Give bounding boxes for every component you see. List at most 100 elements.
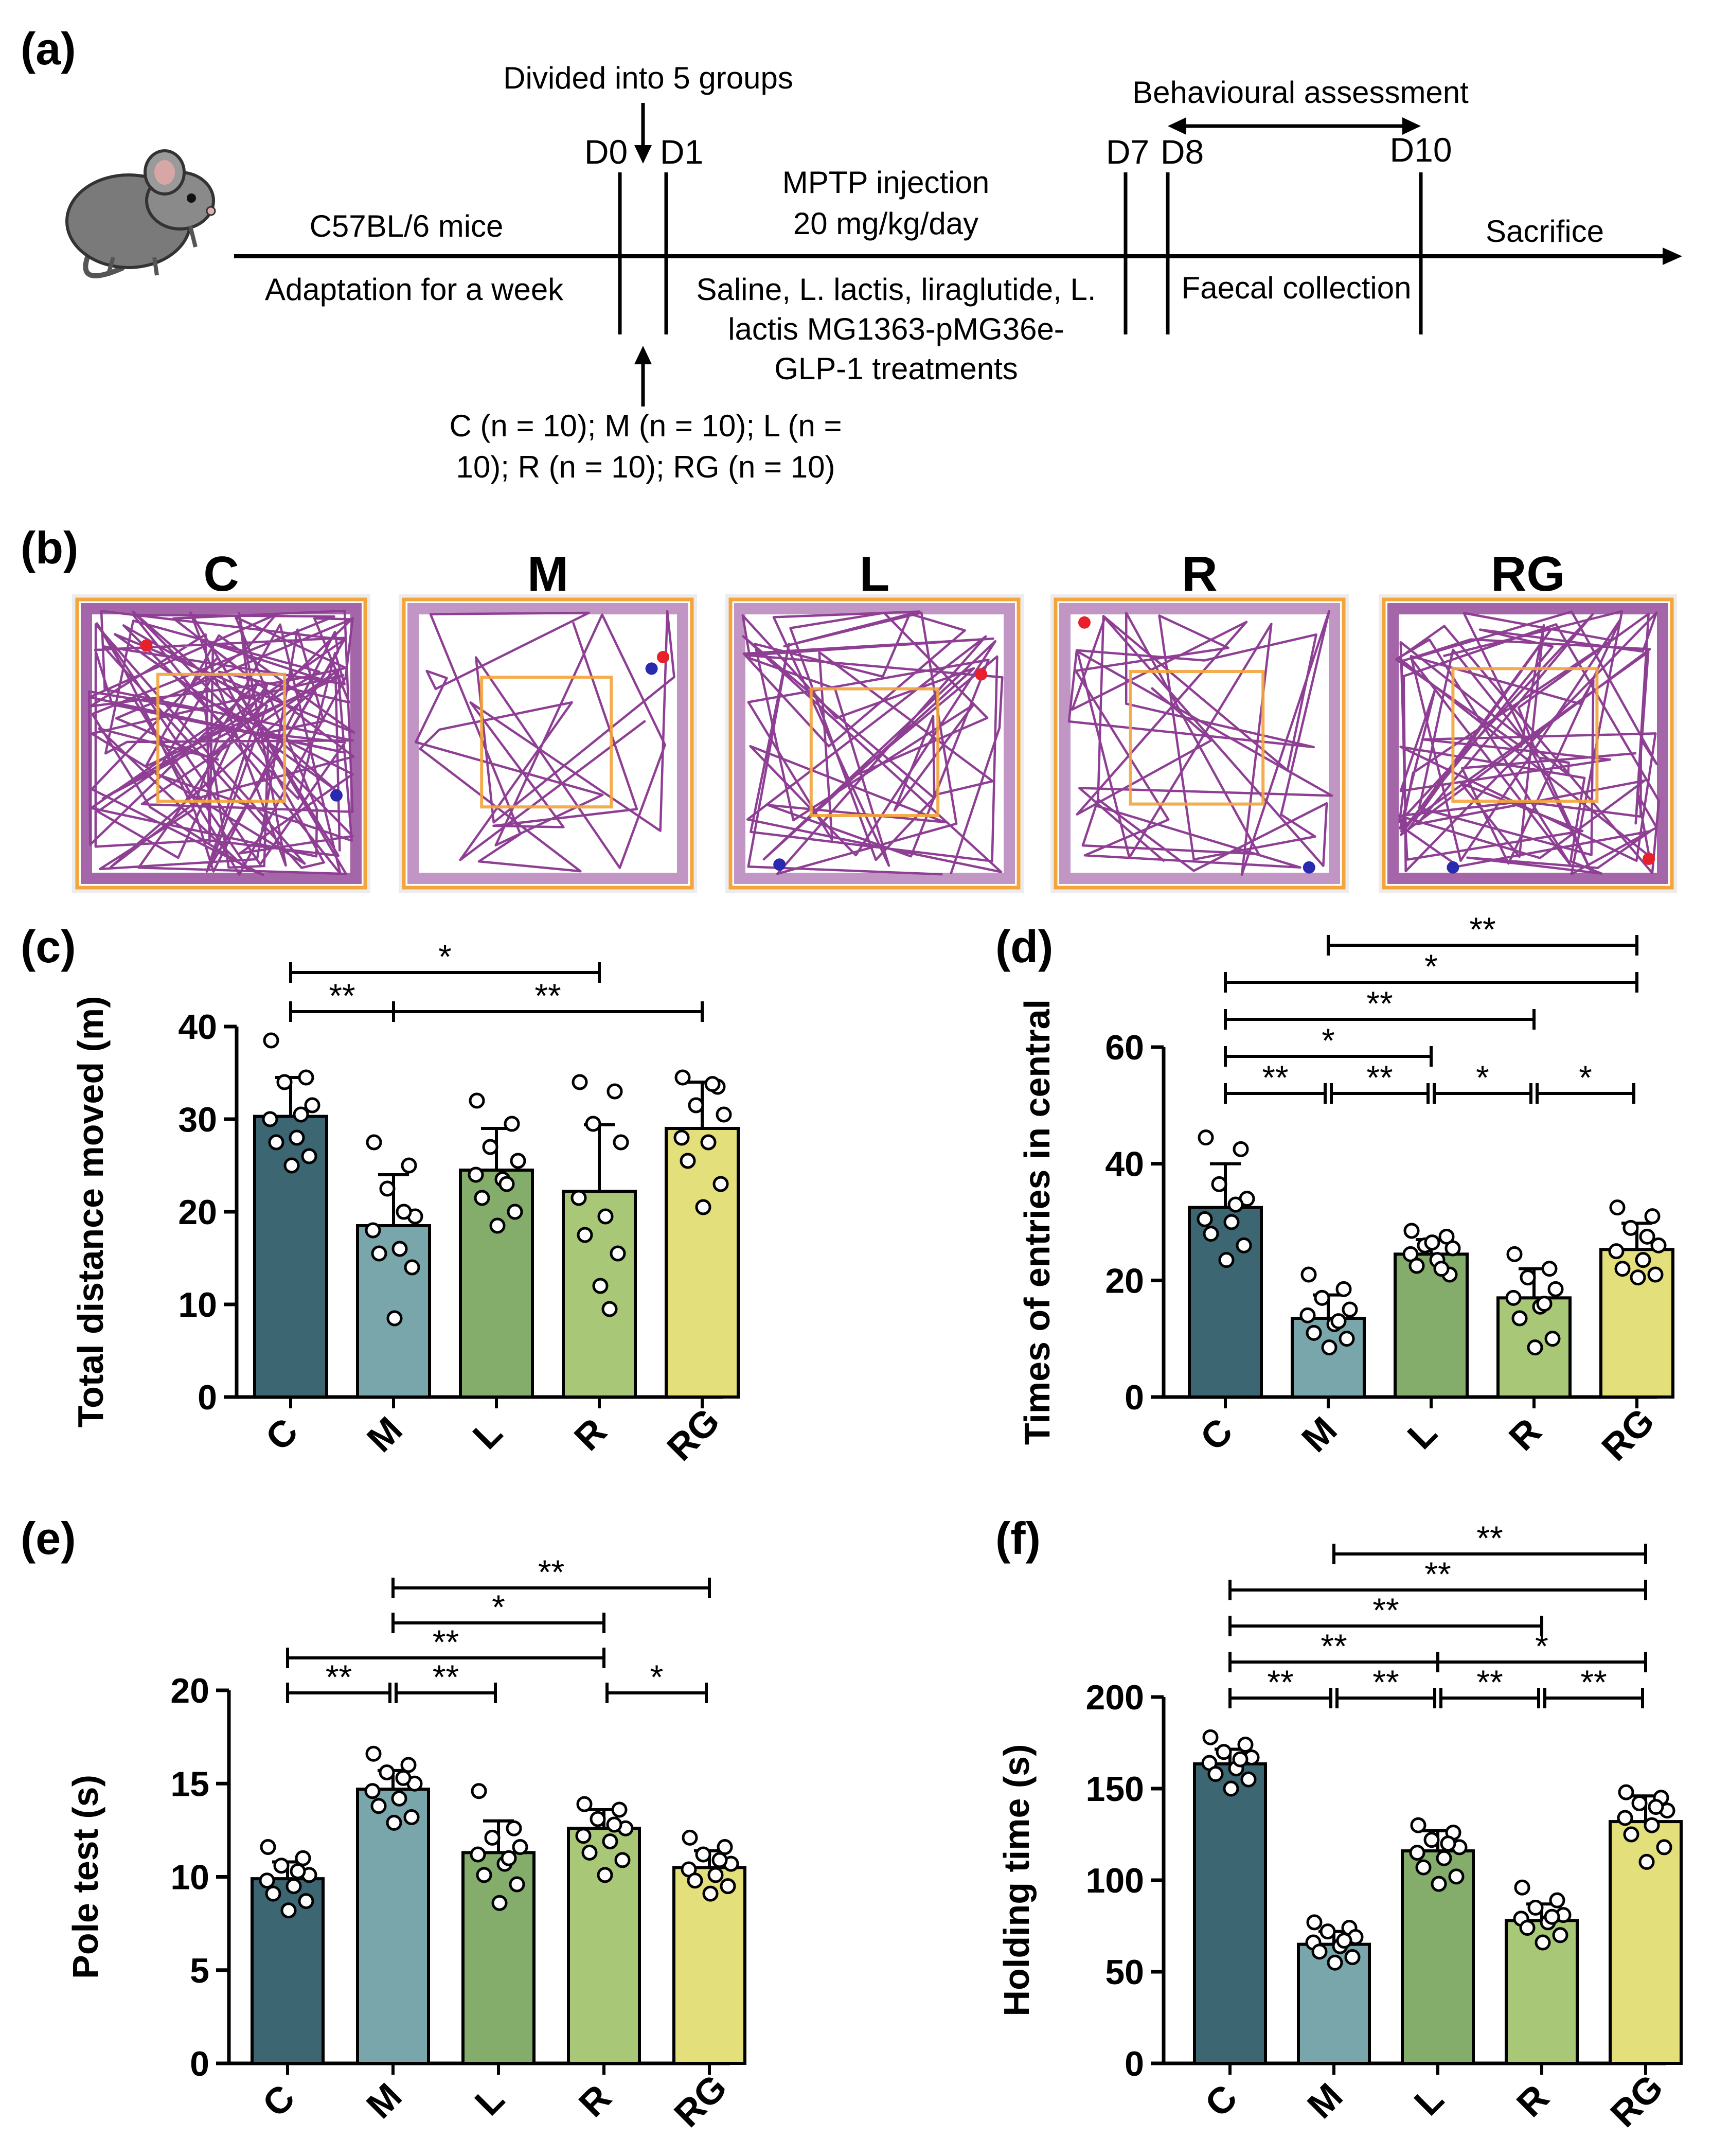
data-point-e-r (581, 1844, 598, 1861)
y-tick-label-c: 40 (178, 1008, 217, 1047)
data-point-e-rg (707, 1867, 724, 1883)
treat-line-1: Saline, L. lactis, liraglutide, L. (696, 272, 1096, 307)
center-zone-r (1129, 670, 1265, 806)
data-point-c-rg (712, 1176, 729, 1192)
data-point-c-rg (674, 1069, 691, 1086)
y-tick-label-e: 15 (170, 1764, 209, 1804)
y-label-d: Times of entries in central (1017, 999, 1057, 1445)
x-label-d-l: L (1400, 1412, 1445, 1457)
end-dot-rg (1447, 861, 1459, 874)
data-point-d-r (1536, 1296, 1553, 1312)
data-point-d-c (1236, 1237, 1252, 1253)
data-point-d-c (1218, 1252, 1235, 1268)
data-point-c-l (482, 1139, 498, 1155)
data-point-e-m (395, 1770, 412, 1786)
y-tick-label-d: 20 (1105, 1261, 1144, 1300)
data-point-c-r (613, 1134, 629, 1151)
data-point-f-rg (1617, 1810, 1633, 1826)
data-point-e-c (273, 1858, 290, 1874)
data-point-d-r (1511, 1310, 1528, 1327)
track-path-rg (1395, 610, 1660, 875)
data-point-f-c (1240, 1771, 1257, 1788)
data-point-e-c (280, 1902, 297, 1919)
data-point-e-m (364, 1783, 381, 1799)
data-point-e-l (470, 1846, 486, 1863)
data-point-d-r (1520, 1269, 1536, 1286)
data-point-f-rg (1623, 1826, 1639, 1843)
bar-c-rg (665, 1127, 740, 1399)
sig-label-f: ** (1372, 1663, 1399, 1701)
sig-label-e: ** (538, 1553, 564, 1591)
behav-arrowhead-right (1402, 117, 1421, 135)
y-label-f: Holding time (s) (996, 1744, 1037, 2017)
data-point-c-c (304, 1097, 320, 1114)
sig-label-f: ** (1476, 1519, 1503, 1557)
data-point-e-c (259, 1872, 275, 1889)
y-tick-label-c: 0 (198, 1378, 217, 1417)
x-label-d-rg: RG (1594, 1401, 1663, 1469)
x-label-c-c: C (258, 1410, 306, 1458)
data-point-c-l (498, 1176, 515, 1192)
data-point-e-c (286, 1878, 302, 1895)
y-tick-label-d: 40 (1105, 1145, 1144, 1184)
data-point-c-m (379, 1180, 396, 1197)
sig-label-d: * (1579, 1058, 1592, 1097)
data-point-f-c (1207, 1766, 1224, 1782)
data-point-d-l (1424, 1234, 1440, 1251)
data-point-e-c (295, 1850, 311, 1866)
sig-label-f: ** (1321, 1627, 1347, 1665)
data-point-f-c (1216, 1744, 1232, 1760)
data-point-f-r (1544, 1908, 1560, 1925)
sig-label-e: * (650, 1658, 664, 1696)
data-point-e-r (575, 1828, 592, 1844)
sig-label-e: ** (433, 1623, 459, 1661)
track-wall-l (734, 603, 1015, 884)
data-point-f-m (1344, 1949, 1361, 1966)
data-point-d-m (1306, 1324, 1322, 1341)
data-point-f-c (1237, 1737, 1254, 1753)
panel-c-label: (c) (21, 921, 76, 972)
data-point-f-rg (1644, 1817, 1660, 1833)
data-point-e-l (512, 1839, 528, 1855)
data-point-c-m (391, 1241, 408, 1257)
x-label-f-m: M (1300, 2076, 1351, 2127)
start-dot-r (1078, 616, 1091, 629)
x-label-e-c: C (255, 2077, 302, 2125)
faecal-label: Faecal collection (1182, 271, 1412, 305)
data-point-e-l (484, 1829, 501, 1846)
data-point-f-m (1327, 1954, 1343, 1971)
c57-label: C57BL/6 mice (310, 209, 504, 243)
panel-b-label: (b) (21, 522, 78, 573)
data-point-e-r (611, 1801, 628, 1818)
data-point-d-r (1505, 1289, 1522, 1306)
day-d1: D1 (660, 133, 703, 171)
data-point-f-m (1306, 1914, 1323, 1931)
center-zone-m (480, 676, 613, 809)
data-point-c-r (607, 1083, 623, 1100)
data-point-e-m (386, 1814, 402, 1831)
y-tick-label-f: 100 (1086, 1861, 1144, 1900)
track-path-l (741, 610, 1004, 876)
data-point-d-rg (1635, 1252, 1651, 1268)
start-dot-l (975, 668, 988, 681)
data-point-c-l (468, 1167, 484, 1183)
sig-label-e: ** (326, 1658, 352, 1696)
data-point-c-r (572, 1074, 588, 1090)
end-dot-l (773, 858, 786, 871)
data-point-c-m (386, 1310, 403, 1327)
data-point-d-c (1227, 1196, 1244, 1213)
data-point-c-l (504, 1116, 520, 1132)
data-point-d-r (1544, 1331, 1561, 1347)
behav-label: Behavioural assessment (1132, 75, 1469, 110)
bar-d-c (1188, 1206, 1263, 1399)
sig-label-c: ** (329, 977, 355, 1015)
bar-c-r (562, 1190, 637, 1399)
track-title-l: L (860, 546, 890, 602)
data-point-d-rg (1622, 1220, 1639, 1236)
x-label-f-l: L (1406, 2078, 1452, 2124)
data-point-f-c (1202, 1729, 1219, 1745)
data-point-c-r (592, 1278, 609, 1294)
track-title-r: R (1182, 546, 1217, 602)
